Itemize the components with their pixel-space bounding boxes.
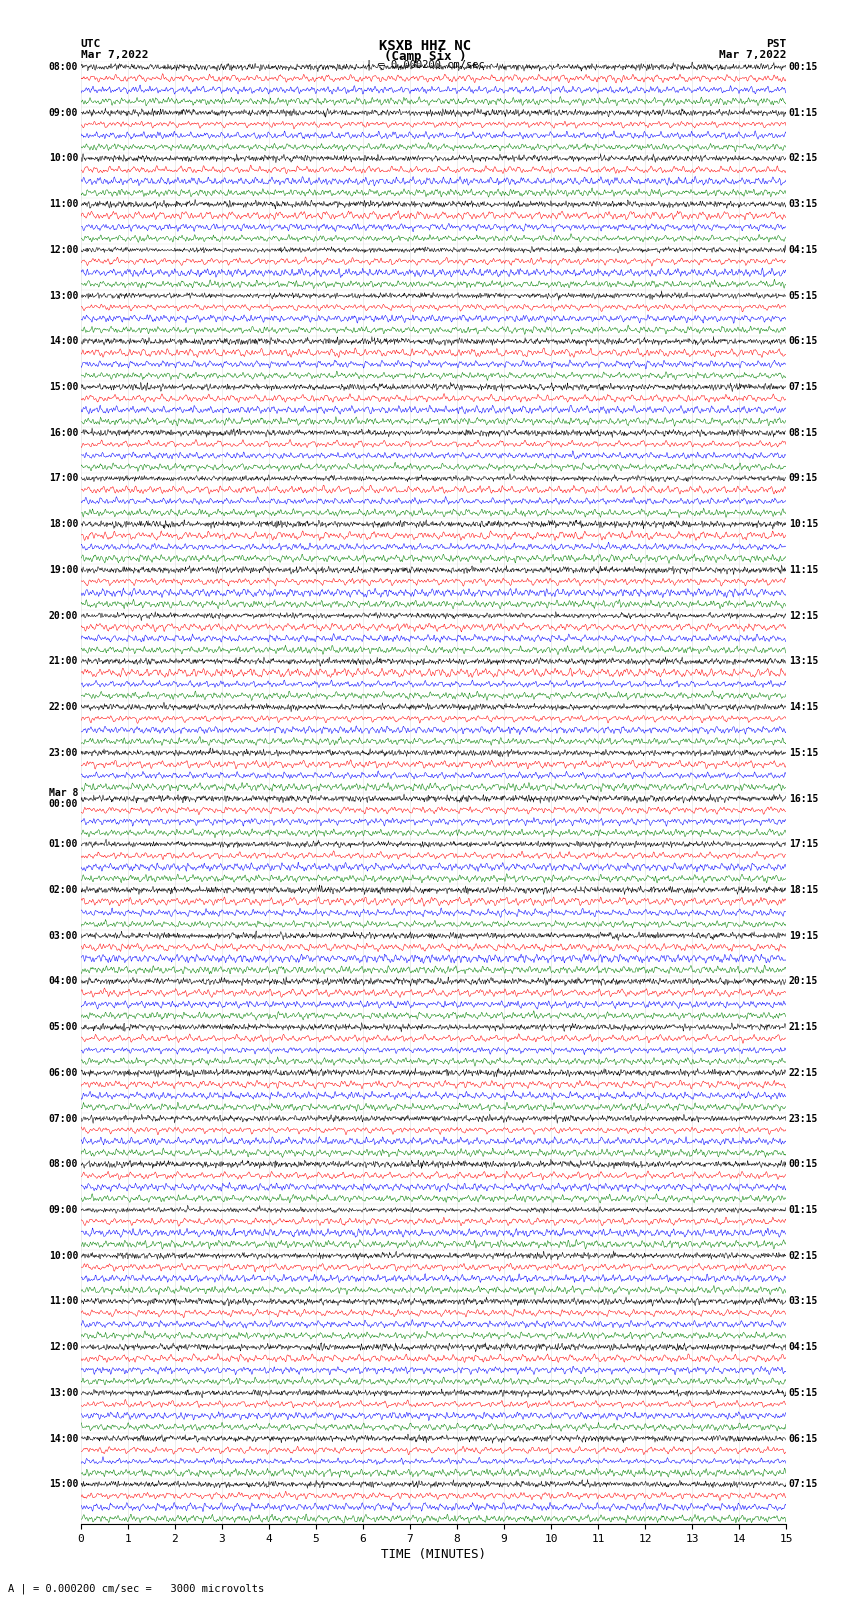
Text: 21:15: 21:15 <box>789 1023 819 1032</box>
Text: 12:00: 12:00 <box>48 245 78 255</box>
Text: 06:15: 06:15 <box>789 337 819 347</box>
Text: 01:15: 01:15 <box>789 1205 819 1215</box>
Text: 07:00: 07:00 <box>48 1113 78 1124</box>
Text: 08:00: 08:00 <box>48 61 78 73</box>
Text: 02:15: 02:15 <box>789 1250 819 1261</box>
Text: 03:00: 03:00 <box>48 931 78 940</box>
Text: PST: PST <box>766 39 786 48</box>
X-axis label: TIME (MINUTES): TIME (MINUTES) <box>381 1548 486 1561</box>
Text: 18:00: 18:00 <box>48 519 78 529</box>
Text: 05:00: 05:00 <box>48 1023 78 1032</box>
Text: 04:00: 04:00 <box>48 976 78 987</box>
Text: 23:15: 23:15 <box>789 1113 819 1124</box>
Text: 03:15: 03:15 <box>789 198 819 210</box>
Text: 13:00: 13:00 <box>48 1387 78 1398</box>
Text: 15:00: 15:00 <box>48 1479 78 1489</box>
Text: 17:15: 17:15 <box>789 839 819 848</box>
Text: UTC: UTC <box>81 39 101 48</box>
Text: 09:15: 09:15 <box>789 474 819 484</box>
Text: 15:00: 15:00 <box>48 382 78 392</box>
Text: 17:00: 17:00 <box>48 474 78 484</box>
Text: | = 0.000200 cm/sec: | = 0.000200 cm/sec <box>366 60 484 71</box>
Text: Mar 8
00:00: Mar 8 00:00 <box>48 787 78 810</box>
Text: 04:15: 04:15 <box>789 245 819 255</box>
Text: 12:15: 12:15 <box>789 611 819 621</box>
Text: 19:00: 19:00 <box>48 565 78 574</box>
Text: 10:00: 10:00 <box>48 153 78 163</box>
Text: 04:15: 04:15 <box>789 1342 819 1352</box>
Text: 16:15: 16:15 <box>789 794 819 803</box>
Text: 18:15: 18:15 <box>789 886 819 895</box>
Text: KSXB HHZ NC: KSXB HHZ NC <box>379 39 471 53</box>
Text: 23:00: 23:00 <box>48 748 78 758</box>
Text: 11:00: 11:00 <box>48 1297 78 1307</box>
Text: 20:00: 20:00 <box>48 611 78 621</box>
Text: 07:15: 07:15 <box>789 382 819 392</box>
Text: 10:15: 10:15 <box>789 519 819 529</box>
Text: 05:15: 05:15 <box>789 1387 819 1398</box>
Text: 10:00: 10:00 <box>48 1250 78 1261</box>
Text: 02:15: 02:15 <box>789 153 819 163</box>
Text: 11:00: 11:00 <box>48 198 78 210</box>
Text: 06:00: 06:00 <box>48 1068 78 1077</box>
Text: 08:00: 08:00 <box>48 1160 78 1169</box>
Text: Mar 7,2022: Mar 7,2022 <box>81 50 148 60</box>
Text: 09:00: 09:00 <box>48 1205 78 1215</box>
Text: 15:15: 15:15 <box>789 748 819 758</box>
Text: 02:00: 02:00 <box>48 886 78 895</box>
Text: 22:15: 22:15 <box>789 1068 819 1077</box>
Text: 01:15: 01:15 <box>789 108 819 118</box>
Text: 08:15: 08:15 <box>789 427 819 437</box>
Text: (Camp Six ): (Camp Six ) <box>383 50 467 63</box>
Text: 06:15: 06:15 <box>789 1434 819 1444</box>
Text: 20:15: 20:15 <box>789 976 819 987</box>
Text: 01:00: 01:00 <box>48 839 78 848</box>
Text: 09:00: 09:00 <box>48 108 78 118</box>
Text: 22:00: 22:00 <box>48 702 78 711</box>
Text: 05:15: 05:15 <box>789 290 819 300</box>
Text: 21:00: 21:00 <box>48 656 78 666</box>
Text: A | = 0.000200 cm/sec =   3000 microvolts: A | = 0.000200 cm/sec = 3000 microvolts <box>8 1582 264 1594</box>
Text: 14:00: 14:00 <box>48 337 78 347</box>
Text: 03:15: 03:15 <box>789 1297 819 1307</box>
Text: 07:15: 07:15 <box>789 1479 819 1489</box>
Text: 14:00: 14:00 <box>48 1434 78 1444</box>
Text: 14:15: 14:15 <box>789 702 819 711</box>
Text: 11:15: 11:15 <box>789 565 819 574</box>
Text: 12:00: 12:00 <box>48 1342 78 1352</box>
Text: Mar 7,2022: Mar 7,2022 <box>719 50 786 60</box>
Text: 00:15: 00:15 <box>789 61 819 73</box>
Text: 13:15: 13:15 <box>789 656 819 666</box>
Text: 19:15: 19:15 <box>789 931 819 940</box>
Text: 00:15: 00:15 <box>789 1160 819 1169</box>
Text: 13:00: 13:00 <box>48 290 78 300</box>
Text: 16:00: 16:00 <box>48 427 78 437</box>
